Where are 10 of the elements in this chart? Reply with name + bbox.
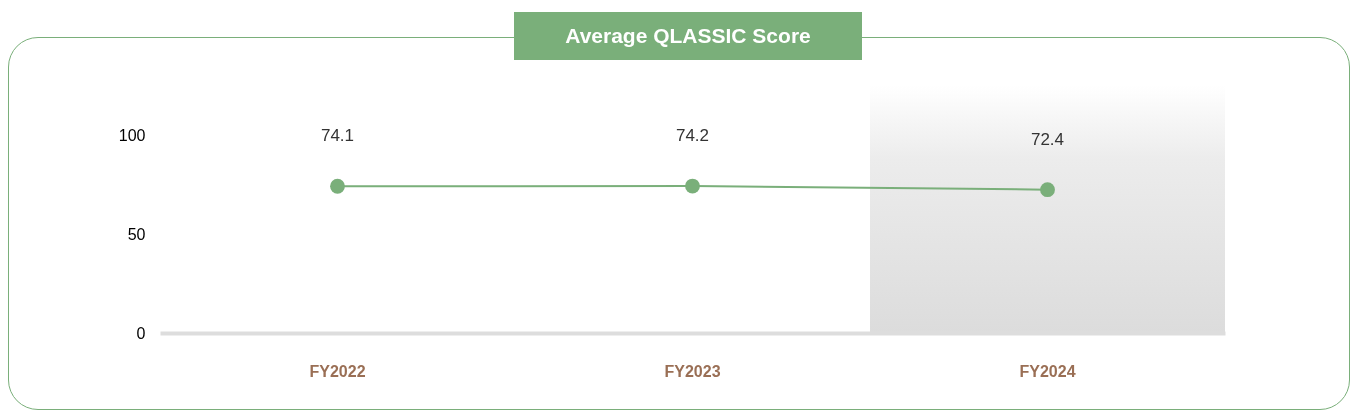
y-tick-label: 50	[127, 225, 146, 243]
x-tick-label: FY2023	[664, 362, 721, 380]
x-tick-label: FY2024	[1019, 362, 1076, 380]
x-tick-label: FY2022	[309, 362, 366, 380]
chart-title: Average QLASSIC Score	[514, 12, 862, 60]
data-label: 74.1	[320, 126, 355, 146]
data-label: 74.2	[675, 126, 710, 146]
y-tick-label: 0	[136, 324, 146, 342]
y-tick-label: 100	[118, 126, 146, 144]
data-label: 72.4	[1030, 129, 1065, 149]
